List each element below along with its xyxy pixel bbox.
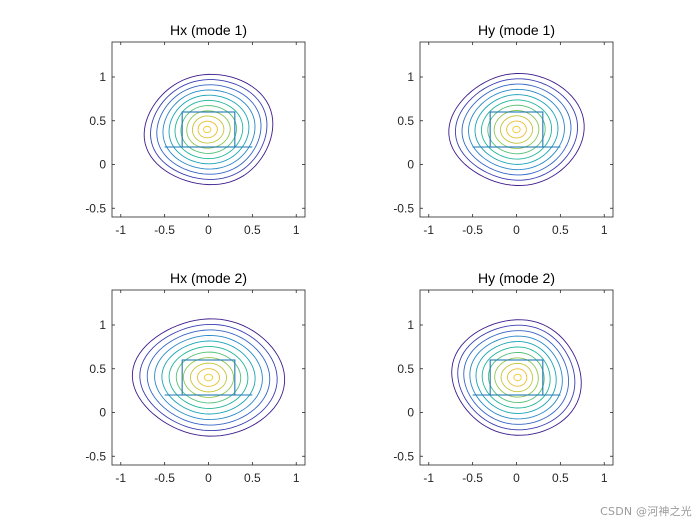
contour-level-6 (168, 346, 249, 409)
y-tick-label: 1 (407, 318, 414, 332)
contour-level-2 (139, 323, 278, 432)
x-tick-label: -1 (423, 471, 434, 485)
subplot-title: Hy (mode 2) (478, 270, 555, 286)
subplot-4: -1 -0.5 0 0.5 1 -0.5 0 0.5 1 Hy (mode 2) (393, 270, 614, 485)
y-tick-label: -0.5 (393, 449, 414, 463)
contour-level-10 (196, 368, 221, 387)
x-tick-label: 0 (205, 223, 212, 237)
contour-level-11 (203, 373, 214, 382)
contour-level-4 (469, 335, 563, 420)
x-tick-label: -1 (115, 471, 126, 485)
y-tick-label: 0 (407, 406, 414, 420)
contour-level-1 (143, 73, 274, 186)
contour-level-7 (180, 105, 237, 154)
contour-level-7 (487, 351, 545, 404)
x-tick-label: 1 (293, 223, 300, 237)
contour-level-8 (493, 110, 540, 149)
contour-level-3 (156, 84, 262, 175)
x-tick-label: -0.5 (154, 223, 175, 237)
contour-level-4 (154, 335, 263, 420)
x-tick-label: -1 (423, 223, 434, 237)
contour-level-11 (203, 125, 212, 134)
subplot-3: -1 -0.5 0 0.5 1 -0.5 0 0.5 1 Hx (mode 2) (85, 270, 306, 485)
contour-level-10 (506, 120, 527, 139)
contour-level-8 (186, 110, 231, 149)
waveguide-core (489, 111, 544, 148)
contour-level-3 (146, 329, 271, 426)
contour-level-3 (463, 330, 570, 425)
contour-level-5 (474, 94, 559, 165)
contour-level-5 (161, 340, 256, 415)
contour-level-11 (513, 373, 522, 382)
subplot-title: Hx (mode 2) (170, 270, 247, 286)
contour-level-1 (451, 319, 582, 436)
waveguide-core (489, 359, 544, 396)
contour-level-9 (189, 362, 228, 393)
contour-level-9 (500, 362, 533, 393)
contour-level-2 (455, 78, 578, 181)
subplot-2: -1 -0.5 0 0.5 1 -0.5 0 0.5 1 Hy (mode 1) (393, 22, 614, 237)
contour-level-6 (481, 346, 551, 409)
waveguide-core (181, 359, 236, 396)
contour-level-10 (197, 120, 218, 139)
contour-level-7 (175, 351, 242, 404)
y-tick-label: -0.5 (85, 449, 106, 463)
x-tick-label: -0.5 (154, 471, 175, 485)
subplot-title: Hx (mode 1) (170, 22, 247, 38)
x-tick-label: 0.5 (552, 471, 569, 485)
contour-level-9 (191, 115, 225, 144)
y-tick-label: 1 (99, 318, 106, 332)
contour-level-2 (150, 79, 268, 180)
y-tick-label: 0 (99, 158, 106, 172)
x-tick-label: 0 (205, 471, 212, 485)
contour-level-1 (131, 318, 286, 437)
contour-level-7 (487, 104, 546, 155)
axes-box (419, 289, 614, 466)
y-tick-label: 1 (99, 70, 106, 84)
x-tick-label: -1 (115, 223, 126, 237)
y-tick-label: 0 (99, 406, 106, 420)
contour-level-6 (174, 99, 244, 160)
y-tick-label: -0.5 (85, 201, 106, 215)
contour-level-2 (457, 324, 576, 431)
axes-box (111, 289, 306, 466)
axes-box (111, 41, 306, 218)
contour-level-11 (512, 125, 521, 134)
y-tick-label: -0.5 (393, 201, 414, 215)
contour-level-4 (162, 89, 256, 170)
contour-level-3 (461, 83, 572, 176)
y-tick-label: 0.5 (89, 114, 106, 128)
x-tick-label: 0.5 (244, 471, 261, 485)
x-tick-label: 0.5 (552, 223, 569, 237)
x-tick-label: -0.5 (462, 223, 483, 237)
waveguide-core (181, 111, 236, 148)
x-tick-label: 1 (293, 471, 300, 485)
x-tick-label: -0.5 (462, 471, 483, 485)
watermark-text: CSDN @河神之光 (600, 505, 692, 518)
contour-level-6 (480, 99, 553, 160)
x-tick-label: 0 (513, 223, 520, 237)
x-tick-label: 1 (601, 471, 608, 485)
y-tick-label: 0.5 (397, 114, 414, 128)
contour-level-5 (475, 341, 557, 414)
y-tick-label: 0 (407, 158, 414, 172)
contour-level-1 (448, 73, 585, 186)
x-tick-label: 1 (601, 223, 608, 237)
contour-level-10 (506, 368, 528, 387)
y-tick-label: 1 (407, 70, 414, 84)
subplot-title: Hy (mode 1) (478, 22, 555, 38)
contour-level-5 (168, 94, 250, 165)
x-tick-label: 0 (513, 471, 520, 485)
subplot-1: -1 -0.5 0 0.5 1 -0.5 0 0.5 1 Hx (mode 1) (85, 22, 306, 237)
contour-level-9 (499, 115, 534, 144)
contour-level-4 (468, 88, 565, 171)
y-tick-label: 0.5 (89, 362, 106, 376)
y-tick-label: 0.5 (397, 362, 414, 376)
x-tick-label: 0.5 (244, 223, 261, 237)
